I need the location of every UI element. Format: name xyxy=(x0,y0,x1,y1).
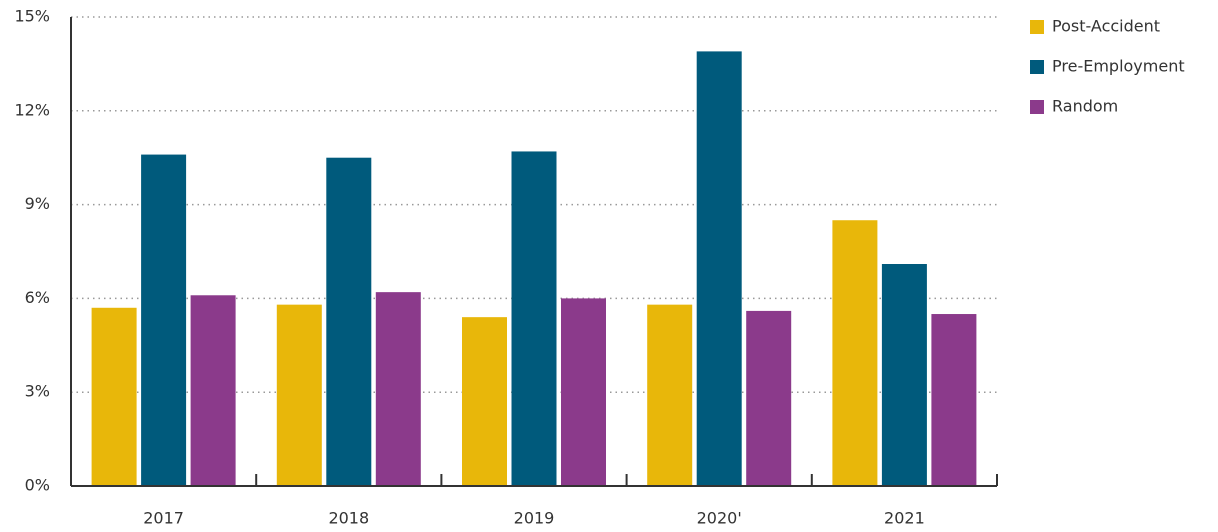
y-tick-label: 6% xyxy=(25,288,50,307)
x-tick-label: 2017 xyxy=(143,509,184,528)
legend-swatch xyxy=(1030,60,1044,74)
x-tick-label: 2021 xyxy=(884,509,925,528)
bar xyxy=(375,292,421,486)
y-tick-label: 3% xyxy=(25,382,50,401)
x-tick-label: 2018 xyxy=(328,509,369,528)
legend-label: Pre-Employment xyxy=(1052,57,1185,76)
bar xyxy=(647,304,693,486)
legend-label: Random xyxy=(1052,97,1118,116)
legend-swatch xyxy=(1030,20,1044,34)
bar xyxy=(190,295,236,486)
y-tick-label: 0% xyxy=(25,476,50,495)
y-tick-label: 12% xyxy=(14,100,50,119)
bar xyxy=(931,314,977,486)
bar xyxy=(561,298,606,486)
bar xyxy=(326,157,372,486)
y-tick-label: 9% xyxy=(25,194,50,213)
bar xyxy=(91,307,137,486)
bar xyxy=(141,154,187,486)
bar xyxy=(276,304,322,486)
bar xyxy=(511,151,557,487)
bar xyxy=(881,264,927,486)
legend-label: Post-Accident xyxy=(1052,17,1160,36)
bar xyxy=(696,51,742,486)
bar xyxy=(832,220,878,486)
bar xyxy=(462,317,507,486)
legend-swatch xyxy=(1030,100,1044,114)
bar xyxy=(746,310,792,486)
y-tick-label: 15% xyxy=(14,7,50,26)
x-tick-label: 2019 xyxy=(514,509,555,528)
x-tick-label: 2020' xyxy=(697,509,742,528)
